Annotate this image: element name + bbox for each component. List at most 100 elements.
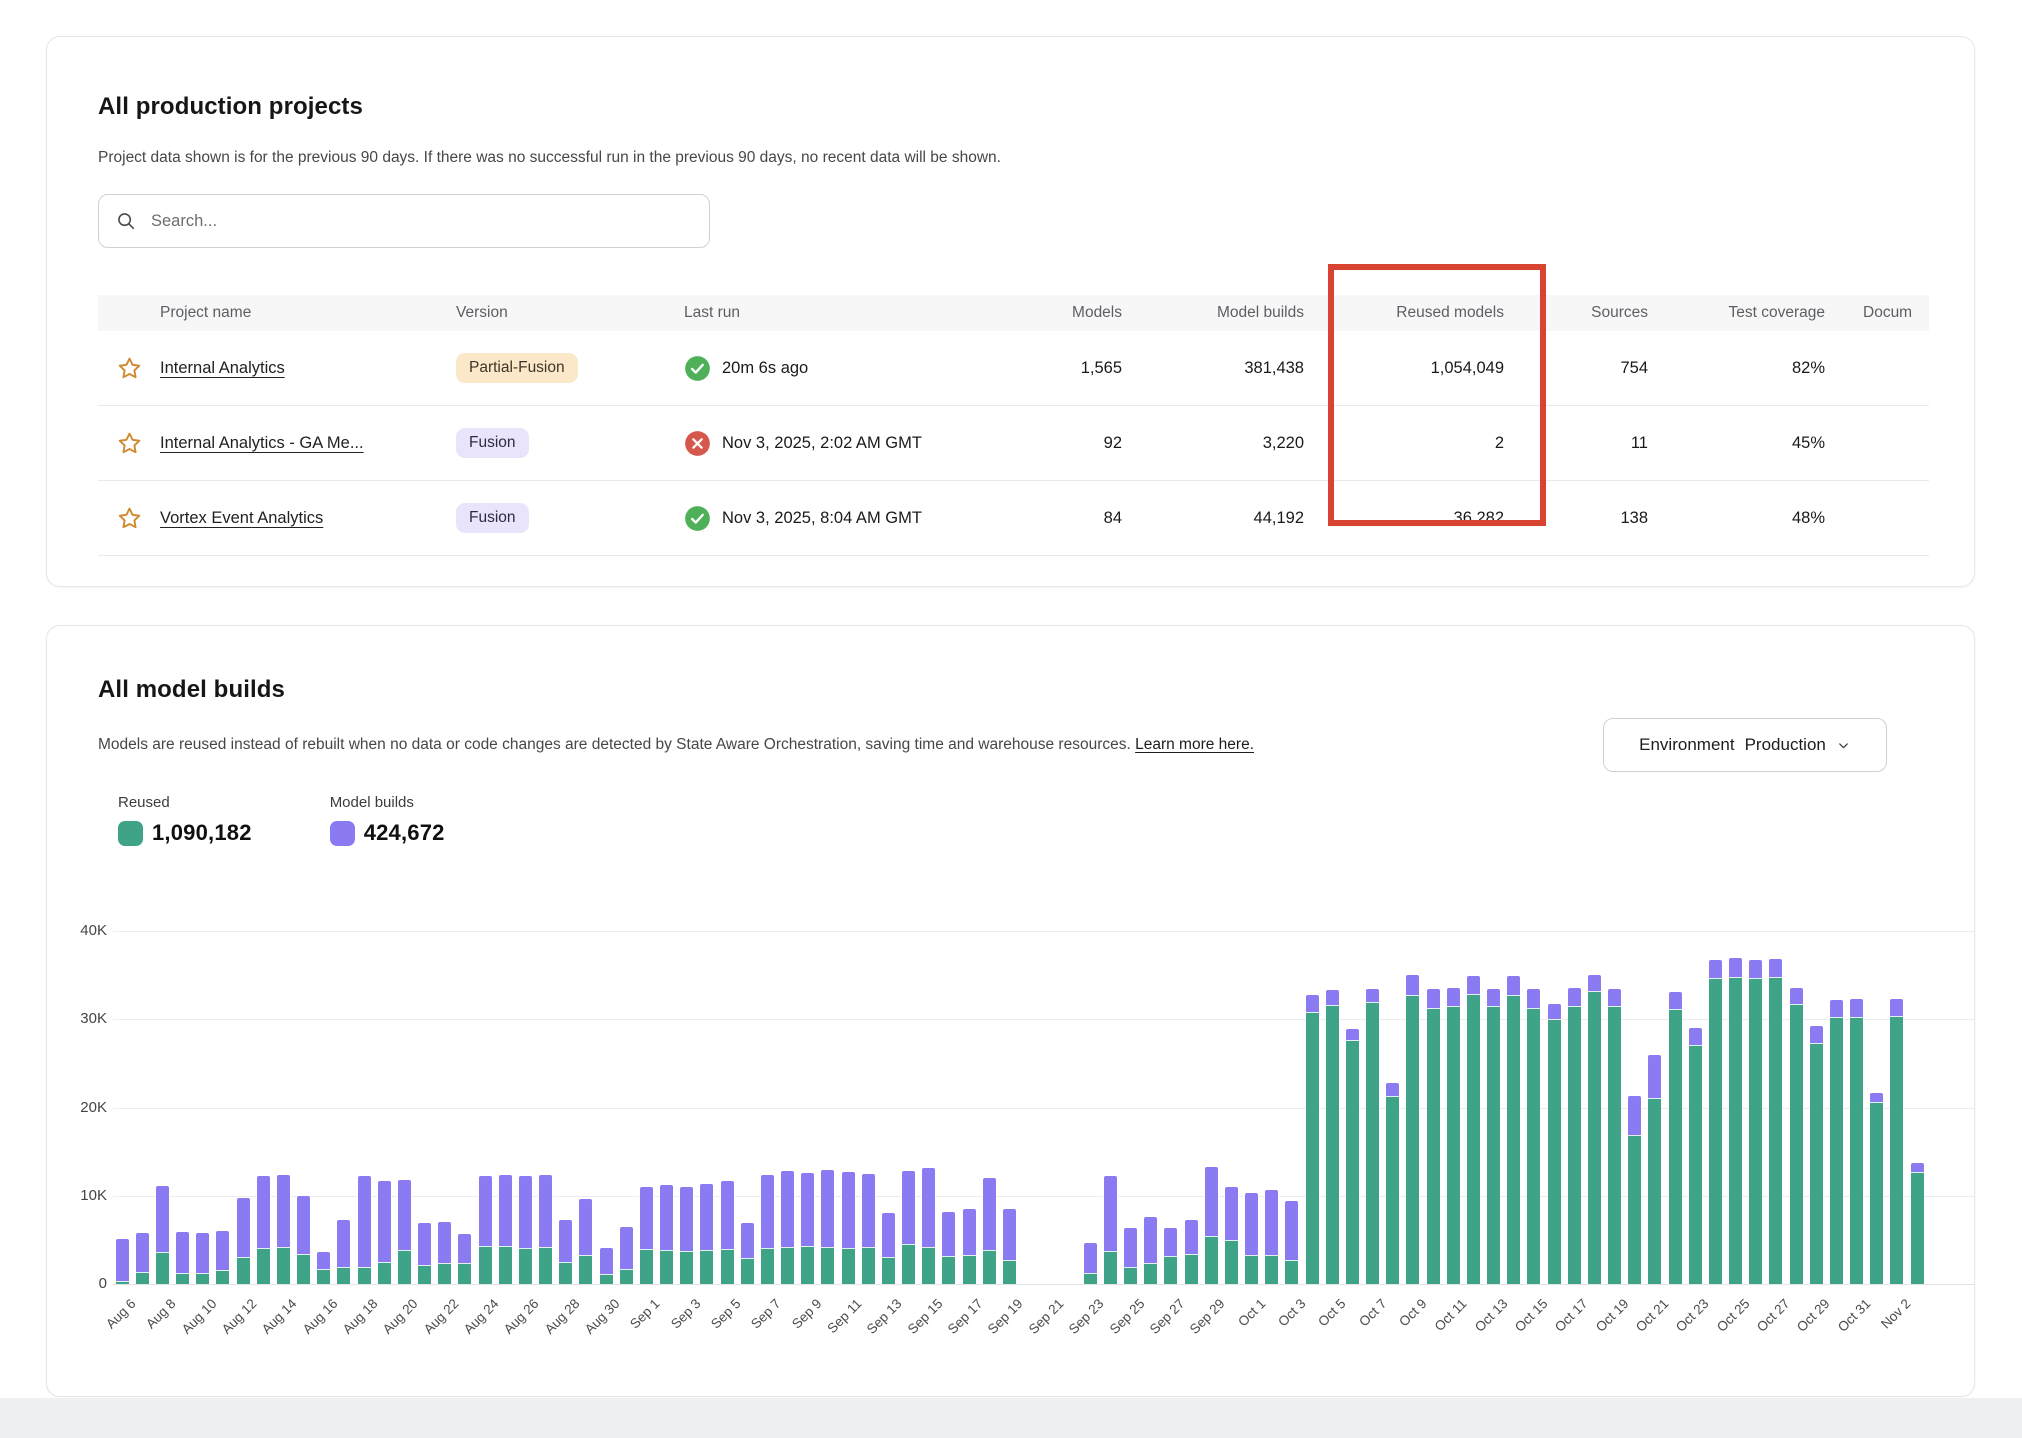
- bar-segment-model-builds: [196, 1232, 210, 1273]
- table-row[interactable]: Vortex Event Analytics Fusion Nov 3, 2025,…: [98, 481, 1929, 556]
- favorite-star-cell[interactable]: [98, 355, 160, 382]
- x-axis-label: Sep 5: [708, 1296, 744, 1332]
- bar-segment-model-builds: [1386, 1082, 1400, 1097]
- bar-segment-model-builds: [801, 1172, 815, 1247]
- bar-segment-reused: [337, 1267, 351, 1284]
- bar-segment-model-builds: [1608, 989, 1622, 1007]
- bar-segment-model-builds: [256, 1176, 270, 1248]
- star-icon[interactable]: [116, 430, 143, 457]
- table-row[interactable]: Internal Analytics - GA Me... Fusion Nov 3…: [98, 406, 1929, 481]
- chart-bar: [1608, 911, 1622, 1284]
- favorite-star-cell[interactable]: [98, 505, 160, 532]
- column-header-reused-models: Reused models: [1396, 304, 1504, 321]
- favorite-star-cell[interactable]: [98, 430, 160, 457]
- chart-bar: [1184, 911, 1198, 1284]
- chart-bar: [1910, 911, 1924, 1284]
- bar-segment-model-builds: [317, 1252, 331, 1269]
- bar-segment-reused: [176, 1272, 189, 1284]
- bar-segment-model-builds: [902, 1171, 916, 1245]
- bar-segment-reused: [1547, 1019, 1561, 1284]
- chart-bar: [196, 911, 210, 1284]
- bar-segment-reused: [1608, 1006, 1622, 1284]
- bar-segment-model-builds: [1809, 1026, 1823, 1044]
- chart-bar: [1890, 911, 1904, 1284]
- search-icon: [118, 213, 135, 230]
- test-coverage-cell: 48%: [1791, 508, 1825, 527]
- x-axis-label: Sep 17: [944, 1296, 986, 1337]
- bar-segment-model-builds: [1910, 1163, 1924, 1172]
- gridline-0: [113, 1284, 1974, 1285]
- y-axis-label-0: 0: [98, 1275, 107, 1292]
- bar-segment-reused: [942, 1255, 956, 1284]
- x-axis-label: Sep 19: [985, 1296, 1027, 1337]
- bar-segment-model-builds: [539, 1174, 553, 1247]
- bar-segment-model-builds: [1487, 989, 1501, 1007]
- search-input[interactable]: [149, 210, 709, 232]
- reused-models-cell: 1,054,049: [1430, 358, 1504, 377]
- bar-segment-reused: [276, 1246, 290, 1284]
- chart-bar: [1567, 911, 1581, 1284]
- chart-bar: [115, 911, 129, 1284]
- bar-segment-model-builds: [1567, 988, 1581, 1007]
- bar-segment-reused: [619, 1269, 633, 1284]
- bar-segment-model-builds: [982, 1178, 996, 1251]
- version-badge: Fusion: [456, 428, 529, 458]
- reused-models-cell: 36,282: [1453, 508, 1504, 527]
- chart-bar: [559, 911, 573, 1284]
- chart-bar: [276, 911, 290, 1284]
- bar-segment-model-builds: [1688, 1028, 1702, 1045]
- project-name-link[interactable]: Internal Analytics: [160, 358, 285, 377]
- version-badge: Partial-Fusion: [456, 353, 578, 383]
- learn-more-link[interactable]: Learn more here.: [1135, 736, 1255, 753]
- chart-bar: [1809, 911, 1823, 1284]
- chart-bar: [801, 911, 815, 1284]
- chart-bar: [1245, 911, 1259, 1284]
- bar-segment-model-builds: [1366, 989, 1380, 1002]
- x-axis-label: Sep 13: [864, 1296, 906, 1337]
- bar-segment-model-builds: [377, 1180, 391, 1262]
- test-coverage-cell: 45%: [1791, 433, 1825, 452]
- chart-bar: [599, 911, 613, 1284]
- bar-segment-model-builds: [478, 1176, 492, 1247]
- project-name-cell: Internal Analytics - GA Me...: [160, 434, 456, 453]
- models-cell: 84: [1103, 508, 1122, 527]
- bar-segment-reused: [236, 1256, 250, 1284]
- bar-segment-model-builds: [700, 1184, 714, 1251]
- bar-segment-model-builds: [1749, 960, 1763, 978]
- star-icon[interactable]: [116, 505, 143, 532]
- chart-bar: [1466, 911, 1480, 1284]
- legend-item-reused[interactable]: Reused 1,090,182: [118, 794, 252, 846]
- project-name-link[interactable]: Internal Analytics - GA Me...: [160, 433, 364, 452]
- environment-select[interactable]: Environment Production: [1603, 718, 1887, 772]
- bar-segment-reused: [1809, 1043, 1823, 1284]
- bar-segment-model-builds: [1648, 1054, 1662, 1098]
- x-axis-label: Oct 31: [1834, 1296, 1874, 1335]
- bar-segment-model-builds: [1789, 988, 1803, 1005]
- bar-segment-model-builds: [619, 1226, 633, 1269]
- project-name-link[interactable]: Vortex Event Analytics: [160, 508, 324, 527]
- x-axis-label: Aug 18: [339, 1296, 381, 1337]
- bar-segment-model-builds: [115, 1239, 129, 1282]
- models-cell: 1,565: [1080, 358, 1122, 377]
- bar-segment-model-builds: [1245, 1193, 1259, 1255]
- bar-segment-reused: [1406, 994, 1420, 1284]
- bar-segment-reused: [1305, 1012, 1319, 1284]
- chevron-down-icon: [1838, 742, 1848, 748]
- chart-bar: [135, 911, 149, 1284]
- bar-segment-model-builds: [680, 1186, 694, 1252]
- chart-bar: [1325, 911, 1339, 1284]
- star-icon[interactable]: [116, 355, 143, 382]
- legend-item-model-builds[interactable]: Model builds 424,672: [329, 794, 445, 846]
- chart-bar: [1164, 911, 1178, 1284]
- x-axis-label: Sep 25: [1106, 1296, 1148, 1337]
- bar-segment-reused: [1567, 1006, 1581, 1284]
- table-row[interactable]: Internal Analytics Partial-Fusion 20m 6s a…: [98, 331, 1929, 406]
- x-axis-label: Oct 3: [1275, 1296, 1309, 1330]
- bar-segment-model-builds: [337, 1219, 351, 1268]
- x-axis-label: Oct 7: [1355, 1296, 1390, 1330]
- bar-segment-model-builds: [1708, 960, 1722, 978]
- bar-segment-reused: [115, 1281, 129, 1284]
- bar-segment-model-builds: [297, 1195, 311, 1254]
- sources-cell: 754: [1620, 358, 1648, 377]
- x-axis-label: Oct 27: [1753, 1296, 1793, 1335]
